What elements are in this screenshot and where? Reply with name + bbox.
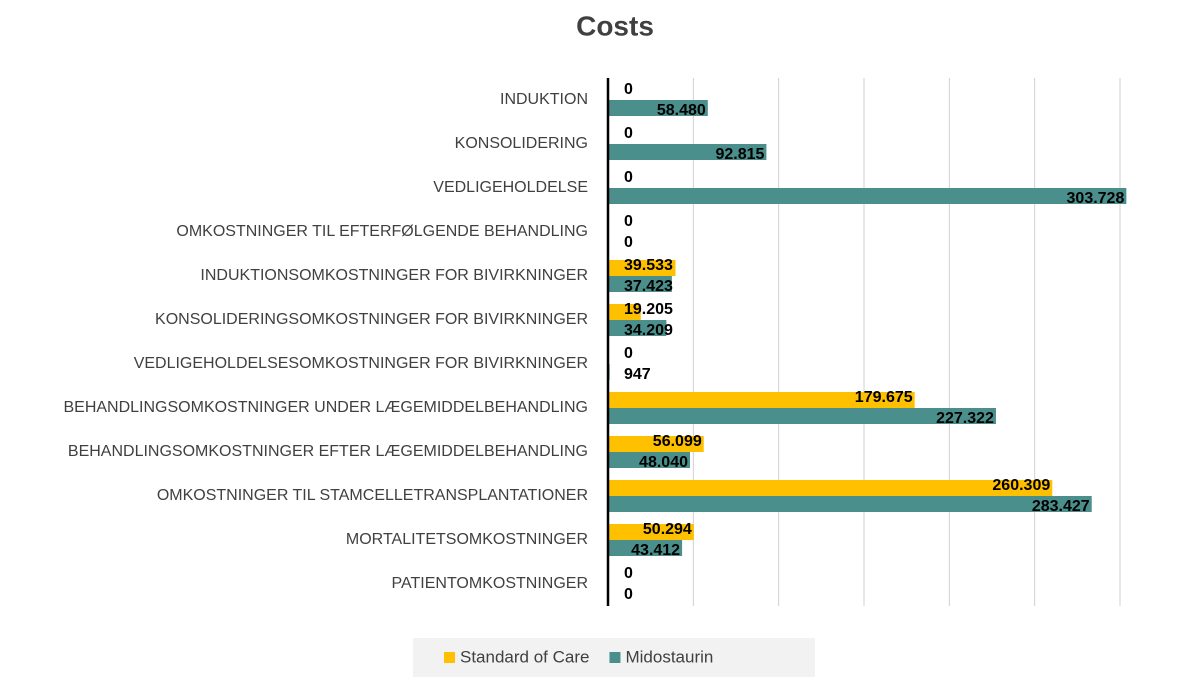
data-label: 0 xyxy=(624,345,633,362)
data-label: 947 xyxy=(624,366,651,383)
y-tick-label: VEDLIGEHOLDELSESOMKOSTNINGER FOR BIVIRKN… xyxy=(134,355,588,372)
y-tick-label: OMKOSTNINGER TIL EFTERFØLGENDE BEHANDLIN… xyxy=(176,223,588,240)
bar xyxy=(608,540,683,556)
legend-label: Standard of Care xyxy=(460,647,589,666)
bar xyxy=(608,260,676,276)
chart-title: Costs xyxy=(576,10,654,41)
data-label: 283.427 xyxy=(1032,498,1090,515)
bar xyxy=(608,436,704,452)
bar xyxy=(608,304,641,320)
bar xyxy=(608,480,1053,496)
y-tick-label: BEHANDLINGSOMKOSTNINGER EFTER LÆGEMIDDEL… xyxy=(68,443,588,460)
data-label: 0 xyxy=(624,81,633,98)
y-tick-label: INDUKTIONSOMKOSTNINGER FOR BIVIRKNINGER xyxy=(200,267,588,284)
y-tick-label: KONSOLIDERING xyxy=(455,135,588,152)
data-label: 0 xyxy=(624,565,633,582)
y-tick-label: OMKOSTNINGER TIL STAMCELLETRANSPLANTATIO… xyxy=(157,487,588,504)
data-label: 227.322 xyxy=(936,410,994,427)
data-label: 303.728 xyxy=(1067,190,1125,207)
y-tick-label: INDUKTION xyxy=(500,91,588,108)
legend-label: Midostaurin xyxy=(625,647,713,666)
data-label: 0 xyxy=(624,234,633,251)
bar xyxy=(608,408,996,424)
data-label: 43.412 xyxy=(631,542,680,559)
bar xyxy=(608,452,690,468)
bar xyxy=(608,524,694,540)
bar xyxy=(608,276,672,292)
data-label: 48.040 xyxy=(639,454,688,471)
y-tick-label: MORTALITETSOMKOSTNINGER xyxy=(346,531,588,548)
data-label: 0 xyxy=(624,169,633,186)
data-label: 37.423 xyxy=(624,278,673,295)
data-label: 260.309 xyxy=(992,477,1050,494)
data-label: 56.099 xyxy=(653,433,702,450)
legend-swatch xyxy=(444,652,455,663)
y-tick-label: VEDLIGEHOLDELSE xyxy=(433,179,588,196)
data-label: 34.209 xyxy=(624,322,673,339)
bar xyxy=(608,100,708,116)
data-label: 19.205 xyxy=(624,301,673,318)
data-label: 179.675 xyxy=(855,389,913,406)
data-label: 58.480 xyxy=(657,102,706,119)
data-label: 0 xyxy=(624,213,633,230)
bar xyxy=(608,144,767,160)
y-tick-label: BEHANDLINGSOMKOSTNINGER UNDER LÆGEMIDDEL… xyxy=(63,399,588,416)
data-label: 0 xyxy=(624,125,633,142)
bar xyxy=(608,320,667,336)
bar xyxy=(608,496,1092,512)
legend-swatch xyxy=(609,652,621,663)
y-tick-label: PATIENTOMKOSTNINGER xyxy=(392,575,588,592)
bar xyxy=(608,392,915,408)
data-label: 50.294 xyxy=(643,521,692,538)
data-label: 39.533 xyxy=(624,257,673,274)
data-label: 0 xyxy=(624,586,633,603)
data-label: 92.815 xyxy=(715,146,764,163)
y-tick-label: KONSOLIDERINGSOMKOSTNINGER FOR BIVIRKNIN… xyxy=(155,311,588,328)
bar xyxy=(608,188,1127,204)
